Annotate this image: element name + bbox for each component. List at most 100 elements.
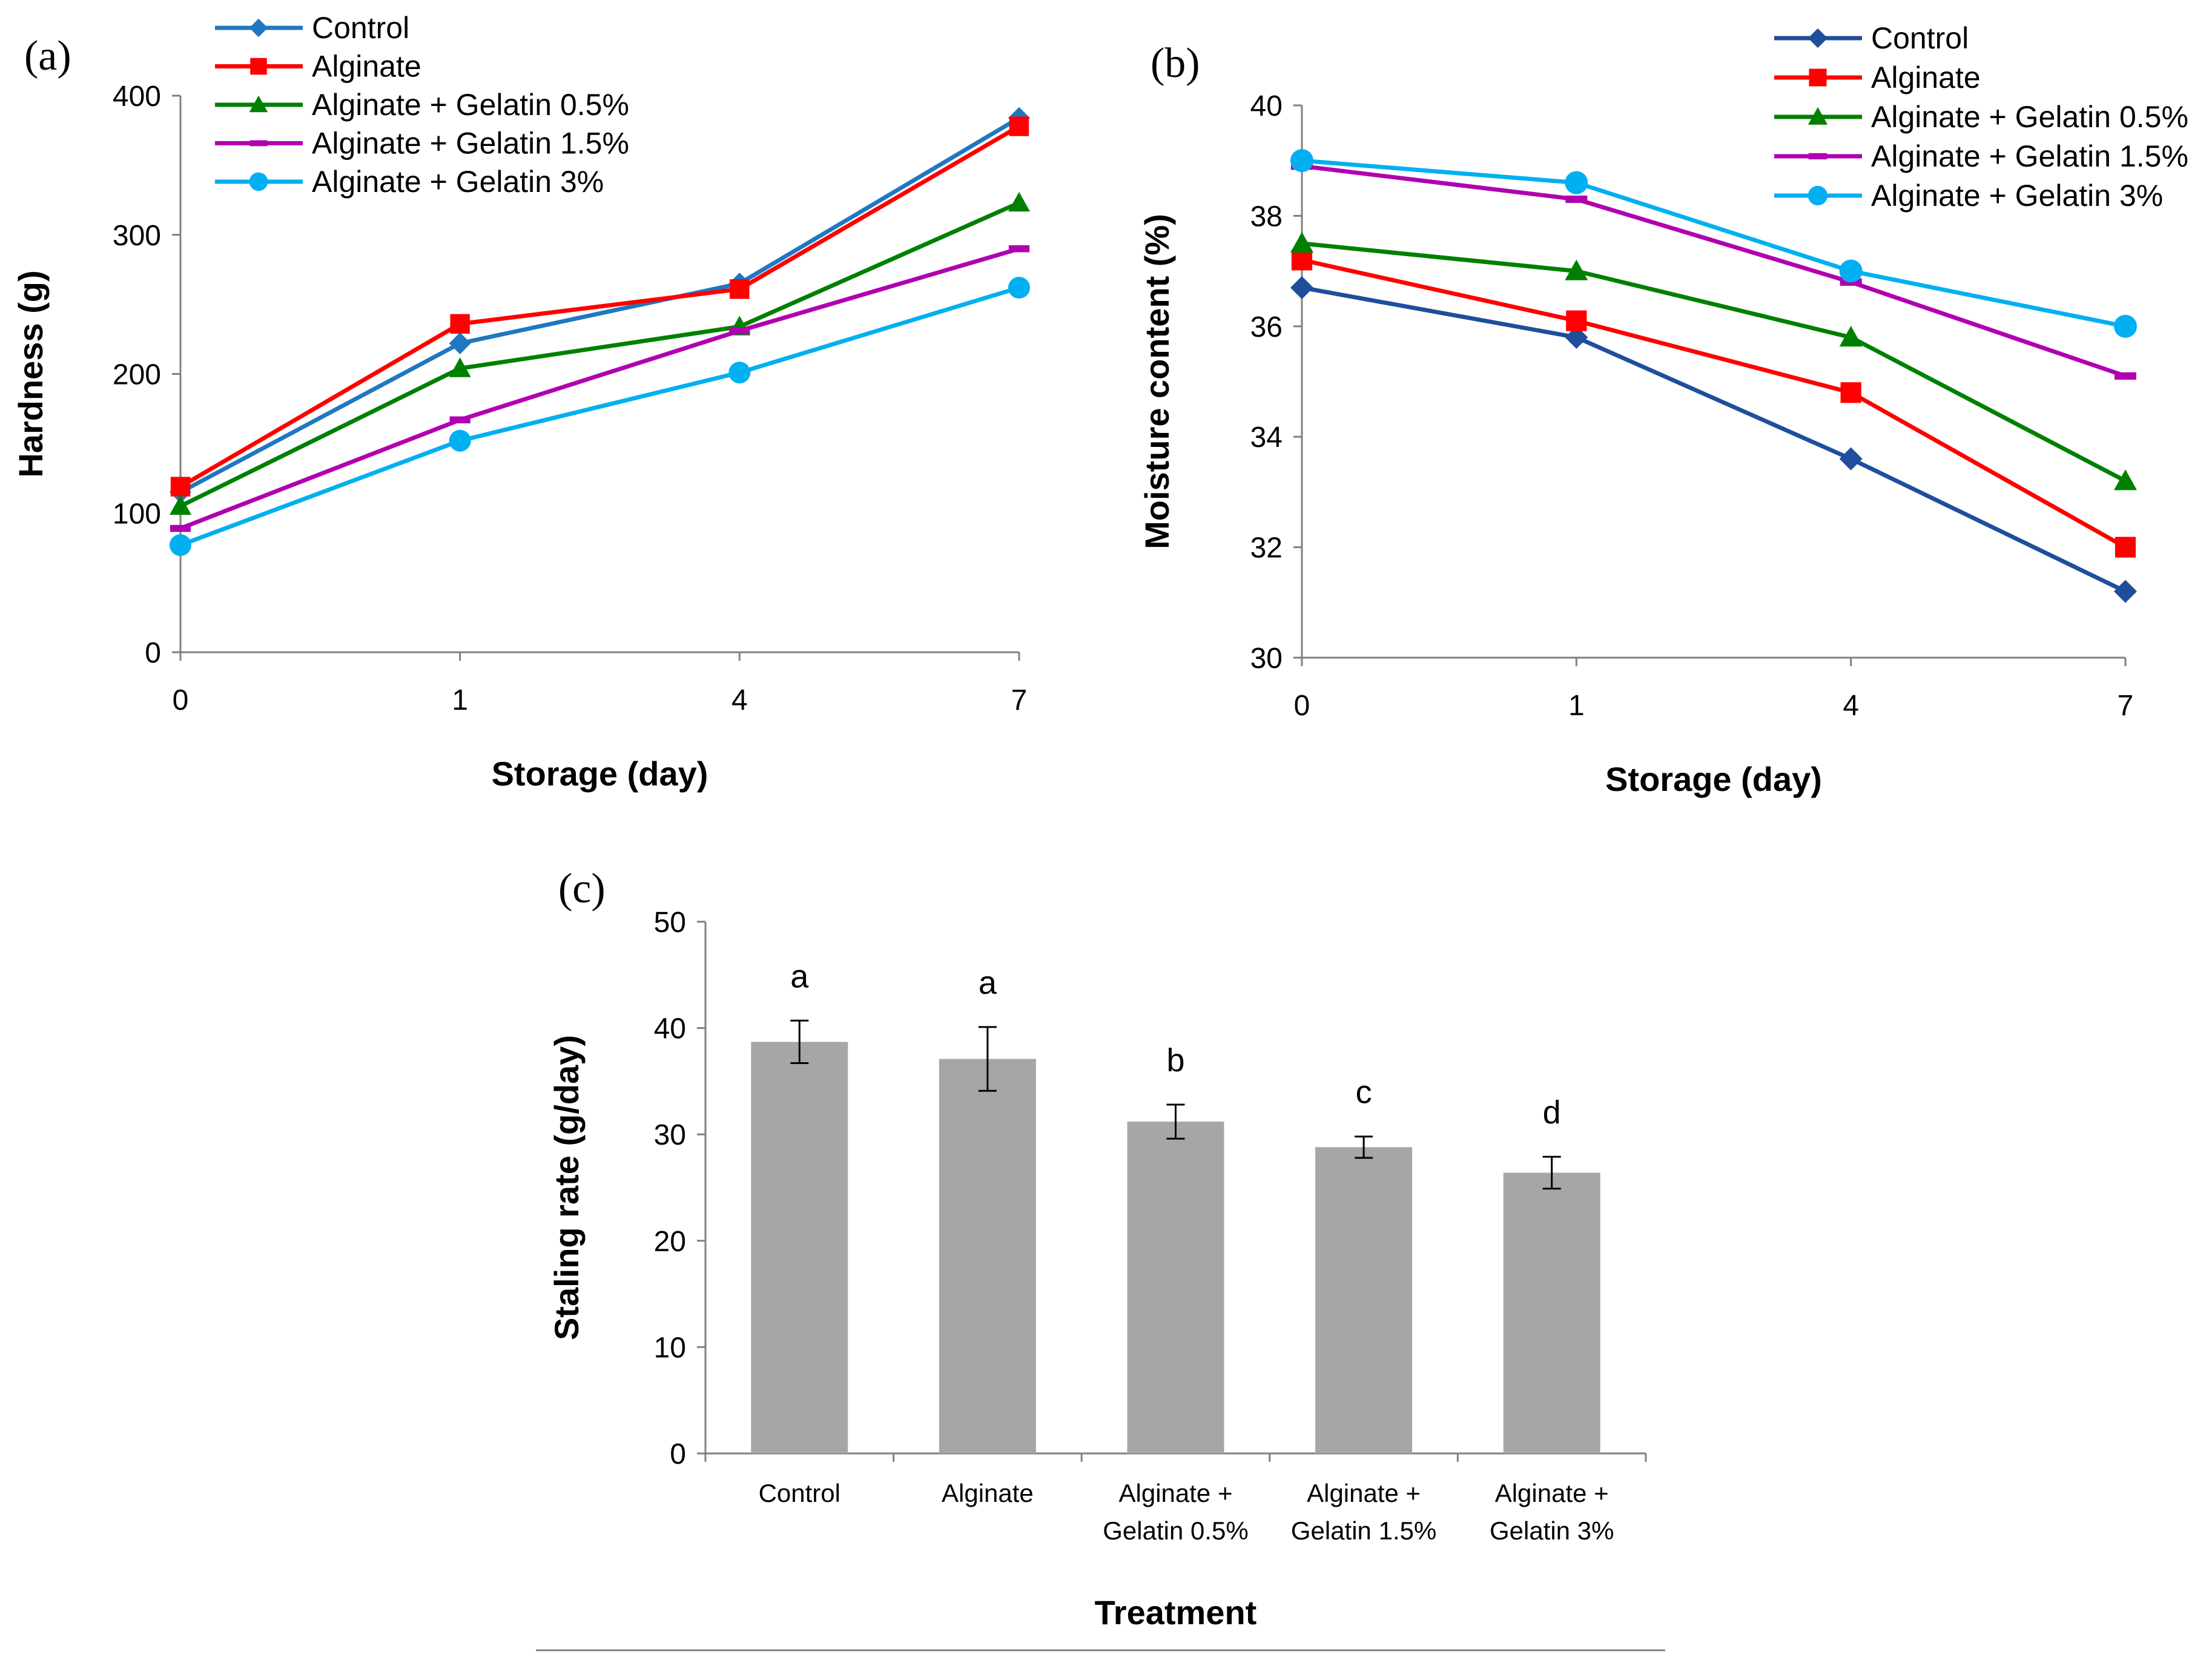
x-category-label: Gelatin 3%: [1490, 1516, 1614, 1545]
data-point: [1008, 277, 1030, 299]
data-point: [449, 357, 471, 377]
data-point: [449, 429, 471, 452]
data-point: [730, 279, 750, 299]
y-tick-label: 200: [113, 359, 161, 391]
data-point: [1839, 326, 1863, 347]
data-point: [1290, 149, 1313, 173]
legend-label: Alginate + Gelatin 1.5%: [312, 127, 629, 160]
y-tick-label: 30: [654, 1119, 686, 1151]
y-tick-label: 10: [654, 1332, 686, 1364]
panel-c-staling-rate-chart: (c) 0 10 20 30 40 50 a Control a Alginate b Alginate…: [536, 865, 1665, 1651]
legend-label: Alginate + Gelatin 3%: [312, 165, 604, 199]
series-line-control: [179, 116, 1020, 494]
data-point: [1839, 259, 1863, 283]
series-line-alginate-gelatin-3: [1301, 158, 2126, 329]
significance-letter: a: [979, 965, 997, 1001]
x-tick-label: 1: [452, 684, 468, 716]
x-tick-label: 4: [731, 684, 748, 716]
data-point: [1008, 245, 1030, 253]
panel-label-c: (c): [558, 865, 606, 912]
data-point: [170, 534, 191, 557]
series-line-alginate-gelatin-1-5: [1301, 164, 2127, 378]
bar: [1127, 1122, 1224, 1453]
legend-item-control: Control: [1774, 21, 1969, 55]
y-tick-label: 300: [113, 220, 161, 252]
panel-label-b: (b): [1151, 40, 1200, 87]
series-line-alginate: [179, 124, 1020, 489]
legend-label: Alginate: [312, 50, 421, 84]
data-point: [2114, 372, 2137, 380]
significance-letter: a: [790, 958, 809, 994]
legend-item-alginate: Alginate: [215, 50, 421, 84]
y-axis-title: Staling rate (g/day): [547, 1035, 586, 1340]
legend-label: Control: [312, 11, 409, 45]
legend-label: Alginate + Gelatin 3%: [1871, 179, 2163, 213]
significance-letter: c: [1356, 1074, 1372, 1111]
x-category-label: Alginate +: [1119, 1479, 1233, 1507]
series-line-alginate-gelatin-0-5: [1301, 241, 2127, 483]
y-tick-label: 0: [145, 637, 161, 669]
legend-item-alginate-gelatin-3: Alginate + Gelatin 3%: [215, 165, 604, 199]
x-category-label: Alginate +: [1307, 1479, 1421, 1507]
x-category-label: Alginate: [942, 1479, 1034, 1507]
data-point: [1565, 195, 1588, 203]
data-point: [1566, 310, 1587, 331]
legend-item-alginate-gelatin-0-5: Alginate + Gelatin 0.5%: [1774, 100, 2188, 134]
series-line-control: [1301, 285, 2127, 593]
legend-label: Alginate: [1871, 61, 1981, 94]
x-category-label: Alginate +: [1495, 1479, 1609, 1507]
data-point: [1291, 250, 1313, 271]
data-point: [170, 477, 191, 497]
bar: [939, 1059, 1036, 1453]
y-axis-title: Moisture content (%): [1138, 214, 1176, 549]
data-point: [728, 362, 751, 384]
y-tick-label: 34: [1250, 421, 1283, 454]
bar: [751, 1042, 848, 1453]
data-point: [1565, 326, 1588, 349]
data-point: [1290, 276, 1313, 299]
x-axis-title: Storage (day): [1605, 760, 1822, 798]
series-alginate-gelatin-3: [1290, 149, 2137, 338]
legend-marker: [249, 172, 268, 191]
data-point: [1290, 232, 1313, 253]
data-point: [1565, 259, 1588, 280]
data-point: [1840, 382, 1861, 403]
legend-marker: [1808, 107, 1828, 125]
legend-marker: [1808, 153, 1827, 160]
data-point: [1008, 191, 1030, 212]
series-alginate: [1291, 250, 2136, 558]
series-alginate-gelatin-3: [170, 277, 1030, 557]
legend-item-control: Control: [215, 11, 409, 45]
y-tick-label: 38: [1250, 200, 1283, 233]
legend-item-alginate-gelatin-1-5: Alginate + Gelatin 1.5%: [215, 127, 629, 160]
legend-marker: [1809, 68, 1827, 87]
legend-marker: [249, 140, 268, 147]
panel-b-moisture-chart: (b) 30 32 34 36 38 40 0 1 4 7 Storage (day) Moisture…: [1138, 21, 2188, 798]
x-tick-label: 7: [2118, 690, 2134, 722]
legend-item-alginate-gelatin-1-5: Alginate + Gelatin 1.5%: [1774, 139, 2188, 173]
y-tick-label: 0: [670, 1438, 686, 1470]
y-tick-label: 50: [654, 907, 686, 939]
y-tick-label: 400: [113, 81, 161, 113]
y-axis-title: Hardness (g): [12, 270, 50, 477]
significance-letter: d: [1543, 1094, 1561, 1131]
legend-item-alginate-gelatin-0-5: Alginate + Gelatin 0.5%: [215, 88, 629, 122]
series-line-alginate-gelatin-3: [179, 285, 1020, 547]
legend-item-alginate: Alginate: [1774, 61, 1981, 94]
data-point: [1009, 116, 1029, 136]
bar: [1315, 1147, 1413, 1453]
x-tick-label: 0: [1294, 690, 1310, 722]
y-tick-label: 40: [654, 1013, 686, 1045]
data-point: [170, 495, 191, 515]
legend-item-alginate-gelatin-3: Alginate + Gelatin 3%: [1774, 179, 2163, 213]
series-alginate-gelatin-0-5: [170, 191, 1030, 515]
legend-marker: [249, 18, 268, 38]
legend-label: Control: [1871, 21, 1969, 55]
y-tick-label: 40: [1250, 90, 1283, 122]
data-point: [2115, 537, 2136, 558]
data-point: [2114, 314, 2137, 338]
x-tick-label: 0: [173, 684, 189, 716]
y-tick-label: 36: [1250, 311, 1283, 343]
series-alginate: [170, 116, 1029, 497]
y-tick-label: 32: [1250, 532, 1283, 564]
